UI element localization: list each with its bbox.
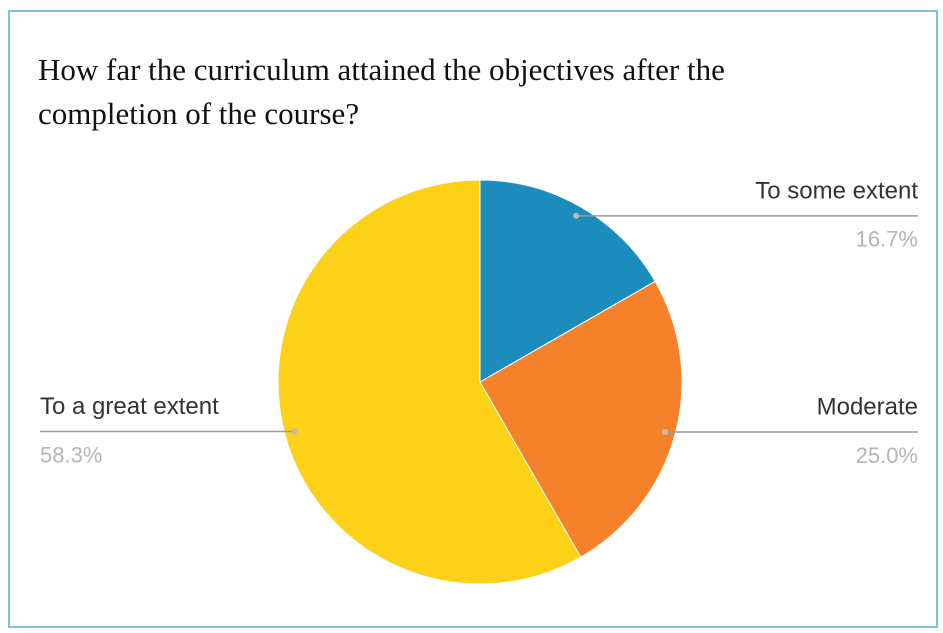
slice-label: Moderate bbox=[817, 393, 918, 420]
leader-dot bbox=[662, 429, 669, 436]
pie-slice bbox=[277, 179, 582, 585]
leader-dot bbox=[573, 212, 580, 219]
slice-value: 16.7% bbox=[856, 227, 918, 252]
frame bbox=[8, 10, 938, 628]
slice-value: 25.0% bbox=[856, 443, 918, 468]
slice-value: 58.3% bbox=[40, 442, 102, 467]
slice-label: To some extent bbox=[755, 177, 918, 204]
pie-slice bbox=[479, 179, 656, 383]
slice-label: To a great extent bbox=[40, 393, 219, 420]
chart-title: How far the curriculum attained the obje… bbox=[38, 52, 725, 131]
pie-slice bbox=[479, 280, 683, 558]
leader-dot bbox=[291, 428, 298, 435]
